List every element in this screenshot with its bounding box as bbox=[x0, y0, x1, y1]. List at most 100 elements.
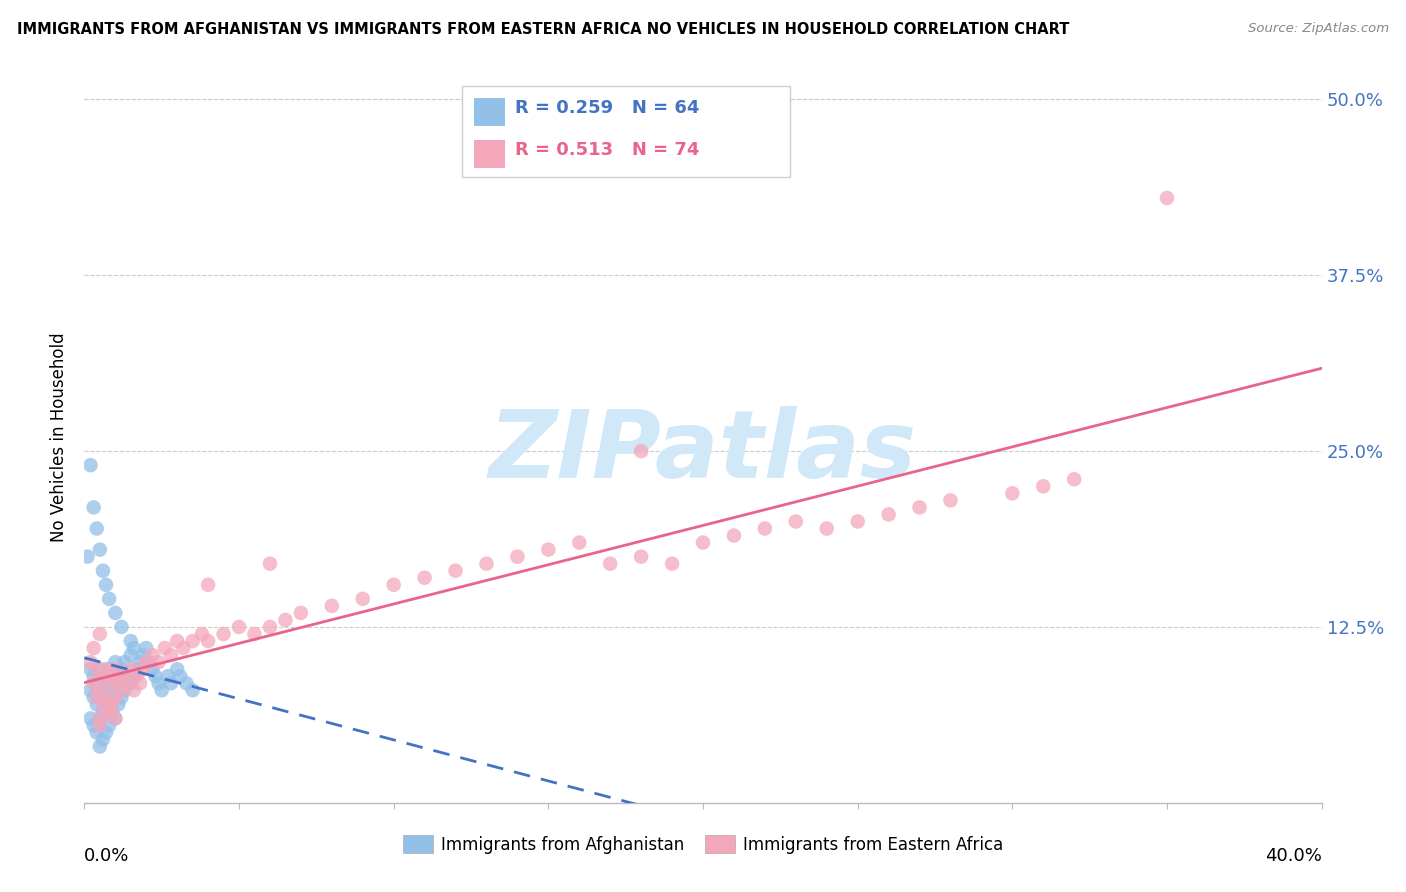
Point bbox=[79, 458, 101, 473]
Point bbox=[104, 655, 127, 669]
Point bbox=[98, 690, 121, 705]
Point bbox=[89, 690, 111, 705]
Point bbox=[274, 613, 297, 627]
Point bbox=[122, 683, 145, 698]
Point bbox=[160, 648, 183, 662]
Point bbox=[506, 549, 529, 564]
Point bbox=[89, 542, 111, 557]
Point bbox=[176, 676, 198, 690]
Point bbox=[259, 620, 281, 634]
Point bbox=[630, 444, 652, 458]
Point bbox=[101, 676, 124, 690]
Point bbox=[107, 698, 129, 712]
FancyBboxPatch shape bbox=[474, 98, 505, 126]
Point bbox=[444, 564, 467, 578]
Text: 0.0%: 0.0% bbox=[84, 847, 129, 864]
Point bbox=[1156, 191, 1178, 205]
Point bbox=[197, 634, 219, 648]
Point bbox=[94, 698, 117, 712]
Point bbox=[630, 549, 652, 564]
Point bbox=[94, 669, 117, 683]
Point bbox=[125, 669, 148, 683]
Text: R = 0.259   N = 64: R = 0.259 N = 64 bbox=[515, 99, 699, 117]
Point bbox=[153, 641, 176, 656]
Point bbox=[120, 676, 142, 690]
Point bbox=[94, 725, 117, 739]
Point bbox=[89, 627, 111, 641]
Point bbox=[135, 655, 157, 669]
Point bbox=[172, 641, 194, 656]
Point bbox=[91, 669, 114, 683]
Point bbox=[169, 669, 191, 683]
Point bbox=[117, 676, 139, 690]
Point bbox=[86, 690, 108, 705]
Point bbox=[83, 500, 105, 515]
Point bbox=[83, 669, 105, 683]
Point bbox=[104, 711, 127, 725]
Point bbox=[785, 515, 807, 529]
Point bbox=[228, 620, 250, 634]
Point bbox=[908, 500, 931, 515]
Point bbox=[692, 535, 714, 549]
Point bbox=[129, 655, 152, 669]
Point bbox=[98, 705, 121, 719]
Point bbox=[877, 508, 900, 522]
Point bbox=[107, 676, 129, 690]
Point bbox=[94, 578, 117, 592]
Point bbox=[568, 535, 591, 549]
Point bbox=[79, 683, 101, 698]
Point bbox=[141, 648, 163, 662]
Point bbox=[79, 662, 101, 676]
Point bbox=[86, 698, 108, 712]
Point bbox=[259, 557, 281, 571]
Point bbox=[120, 662, 142, 676]
Point bbox=[197, 578, 219, 592]
FancyBboxPatch shape bbox=[461, 86, 790, 178]
Point bbox=[191, 627, 214, 641]
Point bbox=[156, 669, 179, 683]
Point bbox=[110, 662, 132, 676]
Point bbox=[91, 732, 114, 747]
Point bbox=[181, 634, 204, 648]
Point bbox=[79, 711, 101, 725]
Point bbox=[723, 528, 745, 542]
Text: 40.0%: 40.0% bbox=[1265, 847, 1322, 864]
Point bbox=[145, 669, 167, 683]
Point bbox=[101, 698, 124, 712]
Point bbox=[1032, 479, 1054, 493]
Point bbox=[83, 690, 105, 705]
Point bbox=[181, 683, 204, 698]
Point bbox=[114, 683, 136, 698]
Point bbox=[537, 542, 560, 557]
Point bbox=[122, 641, 145, 656]
Point bbox=[1001, 486, 1024, 500]
Point bbox=[104, 690, 127, 705]
Point bbox=[212, 627, 235, 641]
Point bbox=[122, 669, 145, 683]
Point bbox=[290, 606, 312, 620]
Point bbox=[98, 718, 121, 732]
Text: R = 0.513   N = 74: R = 0.513 N = 74 bbox=[515, 141, 699, 159]
Point bbox=[86, 676, 108, 690]
Point bbox=[1063, 472, 1085, 486]
Point bbox=[413, 571, 436, 585]
Point bbox=[148, 676, 170, 690]
Point bbox=[107, 669, 129, 683]
FancyBboxPatch shape bbox=[474, 140, 505, 168]
Point bbox=[101, 669, 124, 683]
Point bbox=[135, 641, 157, 656]
Point bbox=[132, 662, 155, 676]
Point bbox=[104, 606, 127, 620]
Point bbox=[754, 521, 776, 535]
Point bbox=[86, 521, 108, 535]
Point bbox=[89, 711, 111, 725]
Point bbox=[104, 711, 127, 725]
Point bbox=[98, 705, 121, 719]
Point bbox=[110, 683, 132, 698]
Point bbox=[91, 698, 114, 712]
Point bbox=[86, 662, 108, 676]
Point bbox=[98, 662, 121, 676]
Point bbox=[599, 557, 621, 571]
Point bbox=[94, 662, 117, 676]
Point bbox=[94, 690, 117, 705]
